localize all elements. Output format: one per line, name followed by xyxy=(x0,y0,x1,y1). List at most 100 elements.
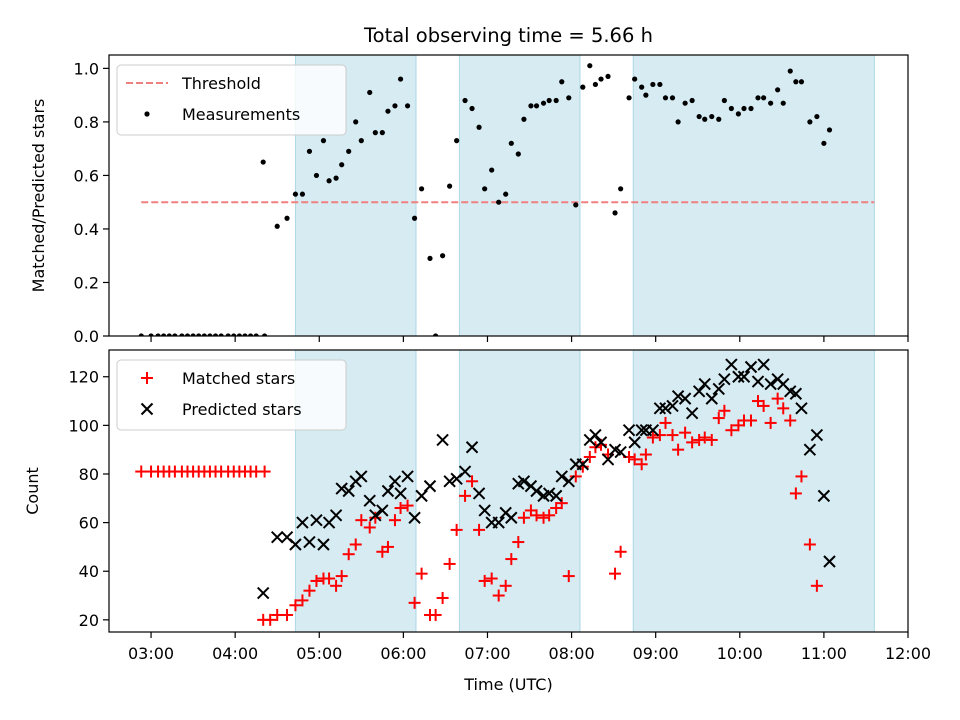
data-point xyxy=(657,81,663,88)
data-point xyxy=(614,545,627,558)
data-point xyxy=(589,428,602,442)
data-point xyxy=(646,431,659,444)
data-point xyxy=(258,465,271,478)
data-point xyxy=(281,608,294,621)
data-point xyxy=(609,567,622,580)
data-point xyxy=(777,402,790,415)
x-tick-label: 09:00 xyxy=(633,644,679,663)
data-point xyxy=(155,333,161,336)
data-point xyxy=(530,484,543,498)
data-point xyxy=(376,504,389,517)
data-point xyxy=(271,530,284,544)
data-point xyxy=(675,119,681,125)
data-point xyxy=(540,100,547,106)
data-point xyxy=(698,431,711,444)
data-point xyxy=(671,389,685,403)
series-predicted-stars xyxy=(256,358,836,600)
data-point xyxy=(718,372,731,386)
legend-swatch xyxy=(141,372,153,384)
data-point xyxy=(517,511,530,524)
bottom-panel: 20 40 60 80 100 120 03:00 04:00 05:00 06:00 07:00 0… xyxy=(23,349,931,694)
data-point xyxy=(447,183,453,189)
data-point xyxy=(466,475,479,488)
data-point xyxy=(533,103,540,109)
y-tick-label: 100 xyxy=(68,416,99,435)
data-point xyxy=(549,489,563,503)
data-point xyxy=(161,333,167,336)
data-point xyxy=(553,97,559,104)
data-point xyxy=(469,105,475,112)
data-point xyxy=(737,370,751,383)
legend-box xyxy=(116,64,347,136)
data-point xyxy=(385,108,391,114)
data-point xyxy=(436,433,449,447)
data-point xyxy=(798,79,805,85)
data-point xyxy=(587,63,593,69)
observing-window-3 xyxy=(633,350,875,632)
data-point xyxy=(289,599,302,612)
data-point xyxy=(745,414,758,427)
data-point xyxy=(810,579,823,592)
data-point xyxy=(632,76,638,82)
data-point xyxy=(685,406,699,420)
data-point xyxy=(662,95,669,101)
data-point xyxy=(515,151,521,157)
legend-label: Matched stars xyxy=(182,369,295,388)
legend: Matched stars Predicted stars xyxy=(116,359,347,431)
data-point xyxy=(367,89,373,96)
data-point xyxy=(614,445,627,459)
data-point xyxy=(793,79,799,85)
data-point xyxy=(653,429,666,442)
data-point xyxy=(803,443,817,456)
data-point xyxy=(388,475,402,488)
data-point xyxy=(528,103,534,109)
data-point xyxy=(764,416,777,429)
data-point xyxy=(817,489,831,503)
y-tick-label: 80 xyxy=(79,465,99,484)
data-point xyxy=(339,162,345,168)
data-point xyxy=(329,509,343,522)
data-point xyxy=(363,521,376,534)
data-point xyxy=(478,574,491,587)
data-point xyxy=(537,511,550,524)
data-point xyxy=(404,103,411,109)
data-point xyxy=(709,113,715,120)
data-point xyxy=(555,497,568,510)
data-point xyxy=(702,116,708,122)
x-tick-label: 08:00 xyxy=(549,644,595,663)
x-tick-label: 07:00 xyxy=(464,644,510,663)
data-point xyxy=(635,424,648,437)
data-point xyxy=(705,433,718,446)
data-point xyxy=(423,479,437,493)
data-point xyxy=(236,333,242,336)
data-point xyxy=(542,487,556,500)
series-matched-stars xyxy=(135,392,823,626)
data-point xyxy=(612,210,618,216)
data-point xyxy=(601,453,615,466)
data-point xyxy=(784,414,797,427)
data-point xyxy=(692,385,706,398)
data-point xyxy=(605,73,611,80)
data-point xyxy=(744,360,758,374)
data-point xyxy=(741,105,747,112)
data-point xyxy=(372,130,378,136)
data-point xyxy=(225,333,231,336)
data-point xyxy=(231,333,237,336)
data-point xyxy=(803,538,816,551)
data-point xyxy=(292,191,299,197)
data-point xyxy=(472,487,486,500)
data-point xyxy=(172,333,178,336)
data-point xyxy=(473,523,486,536)
data-point xyxy=(335,570,348,583)
data-point xyxy=(330,579,343,592)
data-point xyxy=(381,484,395,498)
data-point xyxy=(358,138,364,144)
data-point xyxy=(693,433,706,446)
data-point xyxy=(517,475,531,488)
data-point xyxy=(349,538,362,551)
x-tick-label: 04:00 xyxy=(212,644,258,663)
data-point xyxy=(595,438,608,451)
data-point xyxy=(789,387,803,400)
data-point xyxy=(379,130,385,136)
data-point xyxy=(401,470,414,483)
